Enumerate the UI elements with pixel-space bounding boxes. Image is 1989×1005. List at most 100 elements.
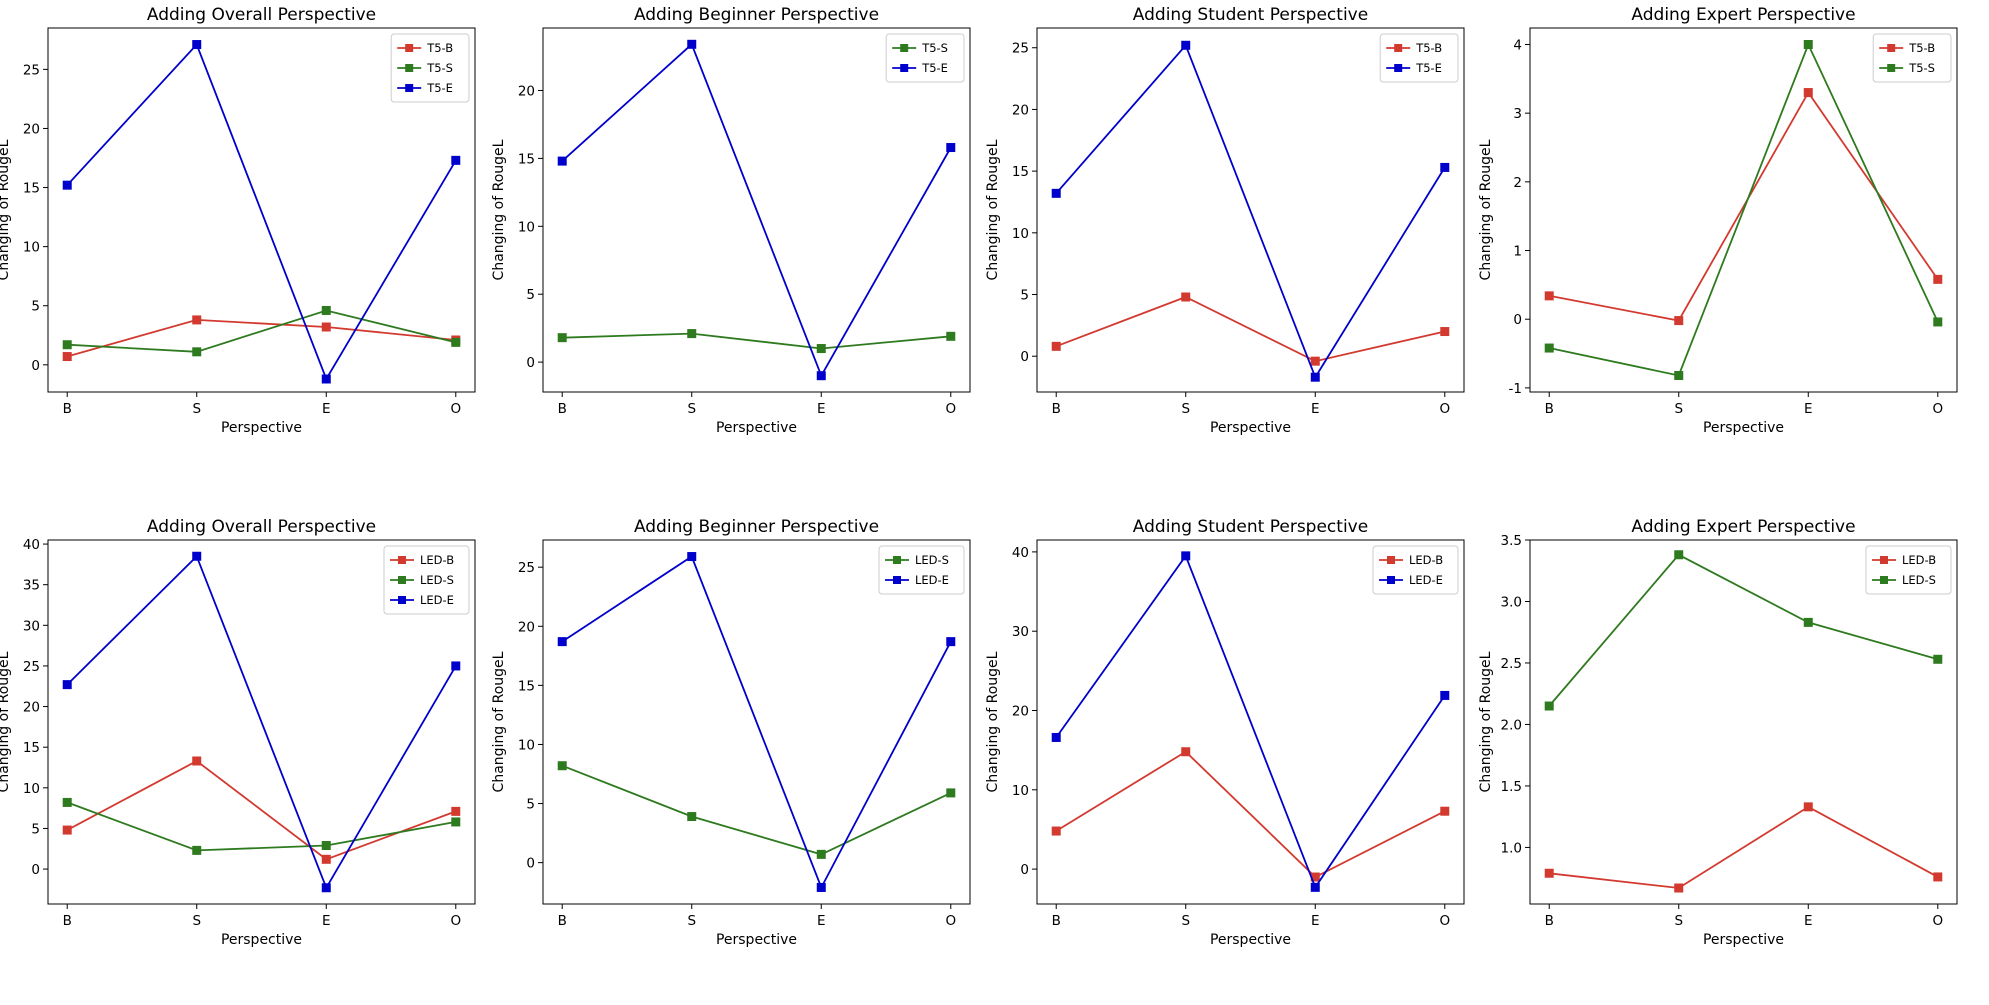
- legend-entry: T5-E: [426, 81, 453, 95]
- y-tick-label: 10: [23, 781, 40, 797]
- x-tick-label: E: [322, 401, 331, 417]
- x-tick-label: S: [1674, 401, 1683, 417]
- x-tick-label: E: [817, 401, 826, 417]
- x-tick-label: O: [450, 401, 461, 417]
- y-tick-label: 1.5: [1501, 779, 1522, 795]
- x-tick-label: S: [1181, 401, 1190, 417]
- y-axis-label: Changing of RougeL: [0, 651, 12, 792]
- chart-panel-7: Adding Student Perspective B S E O Perspectiv…: [985, 517, 1465, 948]
- series-line-LED-E: [561, 555, 952, 890]
- legend-entry: LED-B: [1902, 553, 1936, 567]
- legend-entry: T5-E: [1415, 61, 1442, 75]
- data-point-LED-B: [1803, 802, 1813, 812]
- y-tick-label: 25: [1012, 41, 1029, 57]
- series-line-T5-B: [66, 318, 456, 358]
- data-point-LED-E: [321, 883, 331, 893]
- y-tick-label: 15: [518, 151, 535, 167]
- chart-panel-1: Adding Overall Perspective B S E O Perspectiv…: [0, 5, 476, 436]
- x-tick-label: B: [63, 913, 72, 929]
- data-point-T5-S: [62, 340, 72, 350]
- y-tick-label: 4: [1513, 37, 1522, 53]
- x-tick-label: B: [63, 401, 72, 417]
- series-line-LED-B: [1549, 805, 1939, 889]
- x-axis-label: Perspective: [716, 932, 797, 948]
- legend-marker: [1394, 64, 1403, 72]
- y-tick-label: 20: [1012, 102, 1029, 118]
- chart-title: Adding Expert Perspective: [1631, 517, 1855, 537]
- data-point-LED-E: [1051, 732, 1061, 742]
- series-line-LED-S: [1548, 553, 1939, 707]
- legend-entry: T5-B: [1908, 41, 1935, 55]
- data-point-LED-S: [321, 841, 331, 850]
- y-tick-label: 1.0: [1501, 840, 1522, 856]
- data-point-LED-B: [1440, 806, 1450, 816]
- data-point-T5-B: [1803, 88, 1813, 98]
- legend-marker: [398, 576, 406, 584]
- data-point-LED-E: [557, 637, 567, 647]
- legend: LED-B LED-E: [1372, 545, 1459, 595]
- data-point-LED-B: [62, 825, 72, 835]
- legend-marker: [893, 576, 901, 584]
- data-point-T5-E: [321, 374, 331, 384]
- y-tick-label: 10: [23, 240, 40, 256]
- data-point-T5-E: [816, 371, 826, 381]
- y-tick-label: 20: [1012, 704, 1029, 720]
- plot-frame: [1529, 27, 1958, 393]
- chart-panel-2: Adding Beginner Perspective B S E O Perspecti…: [491, 5, 971, 436]
- x-tick-label: S: [687, 913, 696, 929]
- legend-marker: [398, 596, 406, 604]
- chart-title: Adding Expert Perspective: [1631, 5, 1855, 25]
- data-point-LED-B: [1051, 826, 1061, 836]
- series-line-LED-B: [1055, 750, 1446, 879]
- y-axis-label: Changing of RougeL: [0, 139, 12, 280]
- legend-entry: LED-B: [1409, 553, 1443, 567]
- y-tick-label: 3.5: [1501, 533, 1522, 549]
- y-tick-label: 30: [1012, 624, 1029, 640]
- chart-panel-5: Adding Overall Perspective B S E O Perspectiv…: [0, 517, 476, 948]
- y-tick-label: 10: [518, 219, 535, 235]
- data-point-T5-S: [1544, 343, 1554, 353]
- y-tick-label: 25: [23, 659, 40, 675]
- y-axis-label: Changing of RougeL: [491, 651, 507, 792]
- chart-title: Adding Beginner Perspective: [634, 517, 879, 537]
- plot-frame: [1036, 27, 1465, 393]
- series-line-LED-S: [561, 764, 952, 856]
- chart-panel-8: Adding Expert Perspective B S E O Perspective…: [1478, 517, 1958, 948]
- y-tick-label: 25: [518, 560, 535, 576]
- x-tick-label: B: [1052, 913, 1061, 929]
- legend: T5-B T5-S: [1872, 33, 1952, 83]
- data-point-T5-E: [1051, 188, 1061, 198]
- legend-marker: [1887, 64, 1896, 72]
- x-tick-label: O: [945, 401, 956, 417]
- plot-frame: [542, 539, 971, 905]
- data-point-T5-S: [1803, 39, 1813, 49]
- chart-title: Adding Student Perspective: [1133, 517, 1368, 537]
- data-point-LED-E: [1440, 690, 1450, 700]
- y-tick-label: 15: [23, 740, 40, 756]
- data-point-LED-E: [687, 552, 697, 562]
- data-point-LED-E: [62, 680, 72, 690]
- data-point-LED-B: [1933, 872, 1943, 882]
- x-axis-label: Perspective: [221, 932, 302, 948]
- plot-frame: [1036, 539, 1465, 905]
- y-tick-label: 0: [1513, 312, 1522, 328]
- legend-marker: [398, 556, 406, 564]
- y-tick-label: 5: [31, 299, 40, 315]
- data-point-T5-B: [1051, 341, 1061, 351]
- legend-entry: LED-E: [915, 573, 949, 587]
- legend-entry: LED-S: [915, 553, 949, 567]
- x-tick-label: B: [1545, 401, 1554, 417]
- x-tick-label: B: [558, 401, 567, 417]
- y-tick-label: 20: [23, 700, 40, 716]
- data-point-LED-S: [816, 849, 826, 859]
- data-point-T5-S: [557, 333, 567, 343]
- y-tick-label: 20: [518, 83, 535, 99]
- data-point-T5-E: [1181, 40, 1191, 50]
- data-point-LED-S: [557, 761, 567, 771]
- series-line-T5-E: [1055, 43, 1446, 380]
- y-tick-label: 2.0: [1501, 717, 1522, 733]
- series-line-T5-S: [67, 309, 457, 353]
- data-point-T5-B: [1544, 291, 1554, 301]
- x-tick-label: E: [1804, 401, 1813, 417]
